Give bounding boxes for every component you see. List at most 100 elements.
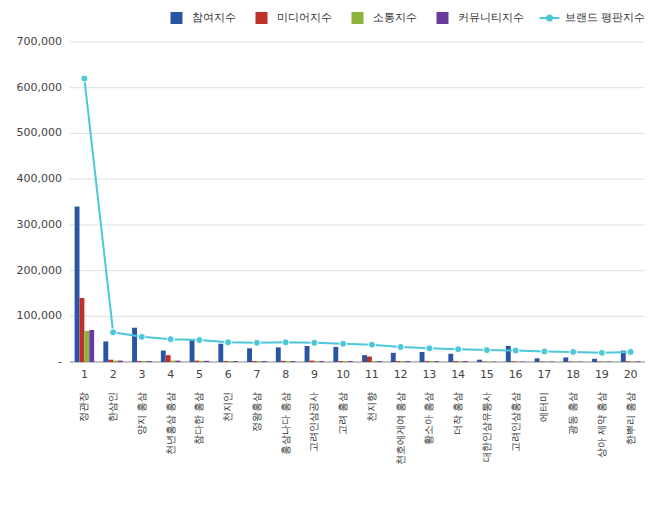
bar <box>343 361 348 362</box>
bar <box>204 361 209 362</box>
x-tick-label: 2 <box>110 368 117 381</box>
legend-item: 브랜드 평판지수 <box>540 11 646 24</box>
bar <box>372 361 377 362</box>
brand-label: 홍삼나다 홍삼 <box>280 392 291 455</box>
legend-label: 소통지수 <box>373 11 417 24</box>
bar <box>281 361 286 362</box>
x-tick-label: 3 <box>138 368 145 381</box>
bar <box>631 361 636 362</box>
bar <box>190 339 195 362</box>
bar <box>511 361 516 362</box>
x-tick-label: 14 <box>451 368 465 381</box>
grid-line <box>70 87 645 88</box>
bar <box>429 361 434 362</box>
bar <box>539 361 544 362</box>
x-tick-label: 13 <box>422 368 436 381</box>
bar <box>391 353 396 362</box>
legend-label: 미디어지수 <box>277 11 332 24</box>
bar <box>521 361 526 362</box>
line-series <box>81 75 634 356</box>
x-tick-label: 20 <box>624 368 638 381</box>
legend-swatch <box>171 12 183 24</box>
x-tick-label: 10 <box>336 368 350 381</box>
brand-label: 천지향 <box>366 392 377 422</box>
legend-swatch <box>546 15 553 22</box>
bar <box>161 351 166 362</box>
bar <box>420 352 425 362</box>
line-marker <box>570 348 577 355</box>
line-marker <box>512 347 519 354</box>
bar <box>424 361 429 362</box>
bar <box>597 361 602 362</box>
brand-label: 정왕홍삼 <box>251 392 262 432</box>
bar <box>79 298 84 362</box>
x-tick-label: 16 <box>509 368 523 381</box>
x-tick-label: 11 <box>365 368 379 381</box>
bar <box>233 361 238 362</box>
x-axis-line <box>70 362 645 363</box>
bar <box>262 361 267 362</box>
brand-label: 천년홍삼 홍삼 <box>165 392 176 455</box>
bar <box>84 331 89 362</box>
line-marker <box>368 341 375 348</box>
line-marker <box>598 349 605 356</box>
bar-series <box>89 330 640 362</box>
line-marker <box>282 339 289 346</box>
x-tick-label: 7 <box>253 368 260 381</box>
x-tick-label: 4 <box>167 368 174 381</box>
bar <box>396 361 401 362</box>
line-marker <box>340 340 347 347</box>
bar <box>223 361 228 362</box>
bar <box>89 330 94 362</box>
x-axis: 1234567891011121314151617181920 <box>81 368 638 381</box>
line-marker <box>81 75 88 82</box>
bar <box>228 361 233 362</box>
bar <box>247 348 252 362</box>
bar <box>166 355 171 362</box>
line-marker <box>483 347 490 354</box>
brand-label: 정관장 <box>78 392 89 422</box>
bar <box>147 361 152 362</box>
bar <box>103 341 108 362</box>
x-tick-label: 18 <box>566 368 580 381</box>
bar <box>463 361 468 362</box>
bar <box>108 360 113 362</box>
bar <box>448 354 453 362</box>
brand-label: 고려 홍삼 <box>337 392 348 435</box>
y-tick-label: 700,000 <box>17 35 63 48</box>
bar <box>458 361 463 362</box>
bar-series <box>79 298 630 362</box>
y-tick-label: 200,000 <box>17 264 63 277</box>
bar <box>319 361 324 362</box>
y-tick-label: 400,000 <box>17 172 63 185</box>
grid <box>70 42 645 362</box>
chart-container: -100,000200,000300,000400,000500,000600,… <box>0 0 660 512</box>
bar <box>626 361 631 362</box>
bar <box>291 361 296 362</box>
legend-label: 참여지수 <box>192 11 236 24</box>
brand-label: 한뿌리 홍삼 <box>625 392 636 445</box>
bar <box>362 355 367 362</box>
bar <box>482 361 487 362</box>
y-tick-label: - <box>58 355 62 368</box>
bar <box>118 361 123 362</box>
bar <box>602 361 607 362</box>
line-marker <box>627 348 634 355</box>
legend-swatch <box>437 12 449 24</box>
bar <box>171 361 176 362</box>
legend-swatch <box>352 12 364 24</box>
brand-label: 고려인삼홍삼 <box>510 392 521 452</box>
bar <box>535 358 540 362</box>
y-axis: -100,000200,000300,000400,000500,000600,… <box>17 35 63 368</box>
bar <box>199 361 204 362</box>
bar <box>592 359 597 362</box>
x-tick-label: 5 <box>196 368 203 381</box>
line-marker <box>455 346 462 353</box>
legend-item: 참여지수 <box>171 11 236 24</box>
grid-line <box>70 42 645 43</box>
bar <box>516 361 521 362</box>
bar <box>142 361 147 362</box>
bar <box>406 361 411 362</box>
grid-line <box>70 179 645 180</box>
brand-label: 더작 홍삼 <box>452 392 463 435</box>
